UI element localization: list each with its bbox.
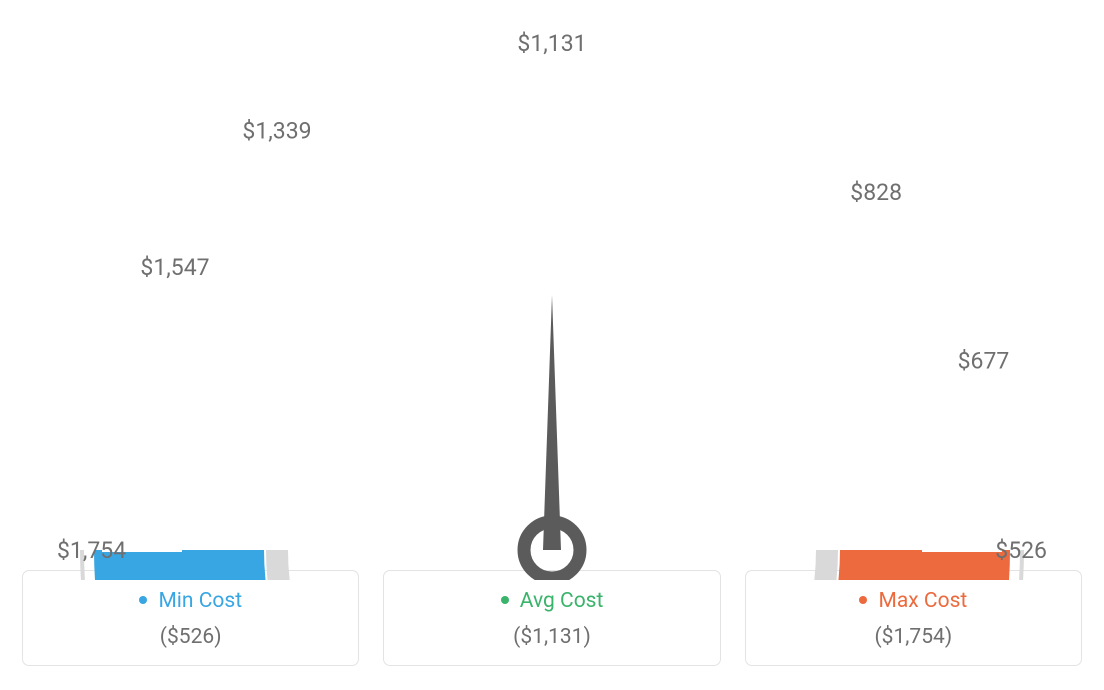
min-cost-value: ($526) [33, 625, 348, 649]
max-cost-label: Max Cost [879, 589, 968, 613]
max-cost-value: ($1,754) [756, 625, 1071, 649]
min-cost-title: Min Cost [33, 589, 348, 613]
avg-cost-card: Avg Cost ($1,131) [383, 570, 720, 666]
chart-container: $526 $677 $828 $1,131 $1,339 $1,547 $1,754 Min… [0, 0, 1104, 690]
svg-text:$677: $677 [958, 348, 1010, 375]
avg-cost-title: Avg Cost [394, 589, 709, 613]
avg-dot-icon [501, 596, 509, 604]
svg-text:$526: $526 [995, 537, 1047, 564]
max-cost-card: Max Cost ($1,754) [745, 570, 1082, 666]
legend-cards: Min Cost ($526) Avg Cost ($1,131) Max Co… [22, 570, 1082, 666]
max-cost-title: Max Cost [756, 589, 1071, 613]
avg-cost-label: Avg Cost [520, 589, 604, 613]
svg-text:$1,131: $1,131 [517, 30, 586, 57]
avg-cost-value: ($1,131) [394, 625, 709, 649]
max-dot-icon [859, 596, 867, 604]
min-cost-card: Min Cost ($526) [22, 570, 359, 666]
svg-text:$828: $828 [850, 179, 902, 206]
gauge: $526 $677 $828 $1,131 $1,339 $1,547 $1,754 [22, 20, 1082, 580]
min-cost-label: Min Cost [158, 589, 242, 613]
svg-text:$1,754: $1,754 [57, 537, 126, 564]
gauge-svg: $526 $677 $828 $1,131 $1,339 $1,547 $1,754 [22, 20, 1082, 580]
svg-text:$1,547: $1,547 [140, 254, 209, 281]
svg-text:$1,339: $1,339 [242, 117, 311, 144]
min-dot-icon [139, 596, 147, 604]
